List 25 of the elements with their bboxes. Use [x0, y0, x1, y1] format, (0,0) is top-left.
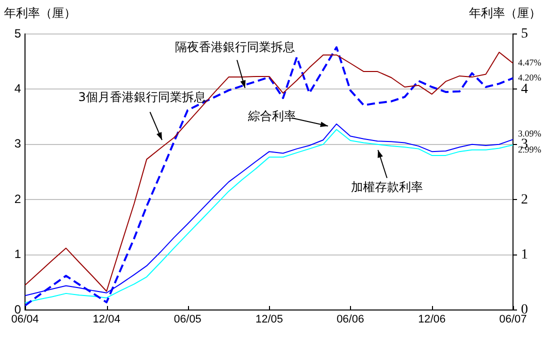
y2-tick-label: 5	[521, 26, 528, 42]
y2-tick-label: 4	[521, 82, 528, 97]
y-axis-title: 年利率（厘）	[4, 6, 76, 20]
y2-tick-label: 1	[521, 247, 528, 262]
x-tick-label: 06/06	[336, 314, 364, 326]
data-label: 4.20%	[518, 72, 542, 83]
x-tick-label: 06/04	[11, 314, 39, 326]
y-tick-label: 5	[14, 26, 22, 40]
series-label: 3個月香港銀行同業拆息	[78, 90, 206, 104]
y2-tick-label: 2	[521, 192, 528, 208]
y-tick-label: 1	[14, 247, 22, 262]
text: 加權存款利率	[351, 180, 423, 194]
y-tick-label: 3	[14, 136, 22, 151]
y-tick-label: 4	[14, 82, 22, 96]
x-tick-label: 12/04	[92, 314, 120, 326]
x-tick-label: 12/05	[255, 314, 283, 326]
data-label: 4.47%	[518, 58, 542, 68]
y-tick-label: 2	[14, 192, 22, 206]
y2-axis-title: 年利率（厘）	[469, 6, 541, 20]
text: 綜合利率	[247, 109, 296, 124]
series-label: 隔夜香港銀行同業拆息	[175, 40, 295, 54]
x-tick-label: 06/07	[499, 314, 527, 326]
x-tick-label: 06/05	[174, 314, 202, 326]
data-label: 3.09%	[518, 128, 542, 139]
x-tick-label: 12/06	[418, 314, 446, 326]
